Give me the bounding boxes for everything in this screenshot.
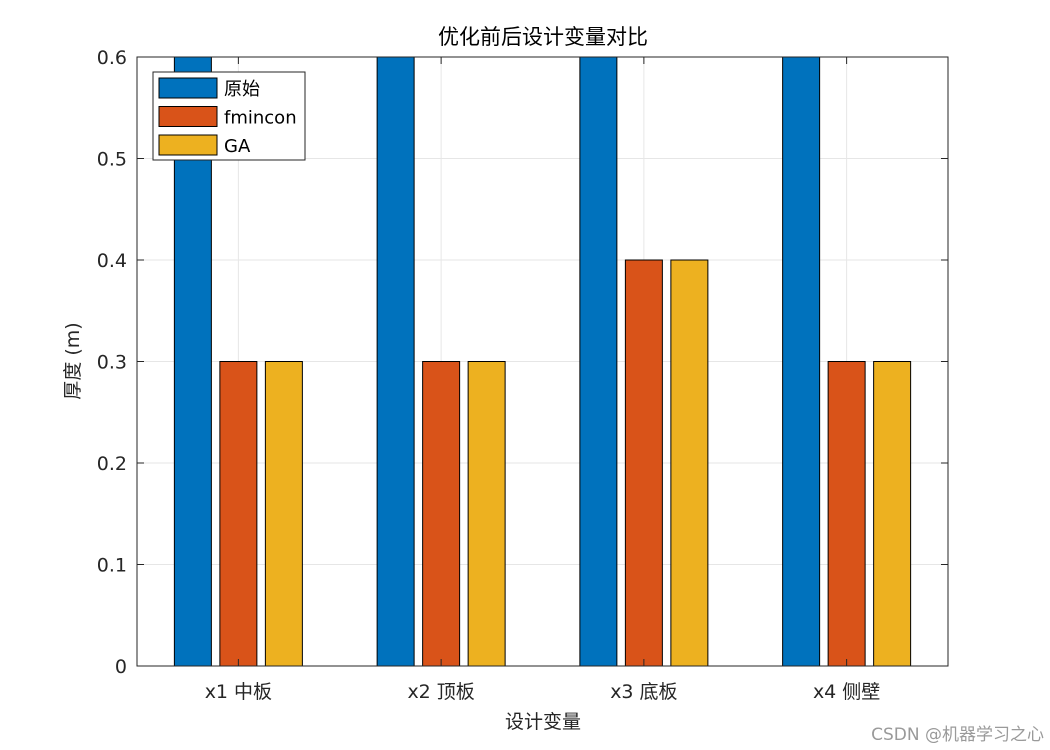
y-axis-label: 厚度 (m) [62, 322, 84, 399]
legend-label: GA [224, 136, 251, 157]
legend-label: 原始 [224, 79, 260, 100]
bar-fmincon-2 [624, 259, 663, 667]
ticks: 0 0.1 0.2 0.3 0.4 0.5 0.6 x1 中板 x2 顶板 x3 底板 x4 侧壁 [97, 47, 948, 703]
y-tick-label: 0.4 [97, 250, 127, 272]
x-axis-label: 设计变量 [505, 711, 581, 733]
x-tick-label: x1 中板 [205, 681, 272, 703]
x-tick-label: x2 顶板 [407, 681, 474, 703]
y-tick-label: 0 [115, 656, 127, 678]
y-tick-label: 0.6 [97, 47, 127, 69]
bar-GA-1 [467, 361, 506, 667]
legend: 原始 fmincon GA [152, 71, 306, 161]
bar-GA-0 [264, 361, 303, 667]
bar-fmincon-3 [827, 361, 866, 667]
y-tick-label: 0.1 [97, 555, 127, 577]
chart-title: 优化前后设计变量对比 [438, 25, 648, 49]
legend-swatch [158, 134, 218, 156]
legend-swatch [158, 106, 218, 127]
y-tick-label: 0.5 [97, 149, 127, 171]
bar-原始-1 [376, 56, 415, 667]
legend-label: fmincon [224, 108, 297, 129]
watermark: CSDN @机器学习之心 [871, 725, 1044, 745]
y-tick-label: 0.2 [97, 453, 127, 475]
y-tick-label: 0.3 [97, 352, 127, 374]
x-tick-label: x4 侧壁 [813, 681, 880, 703]
bar-原始-2 [579, 56, 618, 667]
bar-原始-3 [782, 56, 821, 667]
bar-fmincon-1 [422, 361, 461, 667]
legend-swatch [158, 77, 218, 99]
x-tick-label: x3 底板 [610, 681, 677, 703]
bar-GA-3 [873, 361, 912, 667]
bar-GA-2 [670, 259, 709, 667]
bar-fmincon-0 [219, 361, 258, 667]
